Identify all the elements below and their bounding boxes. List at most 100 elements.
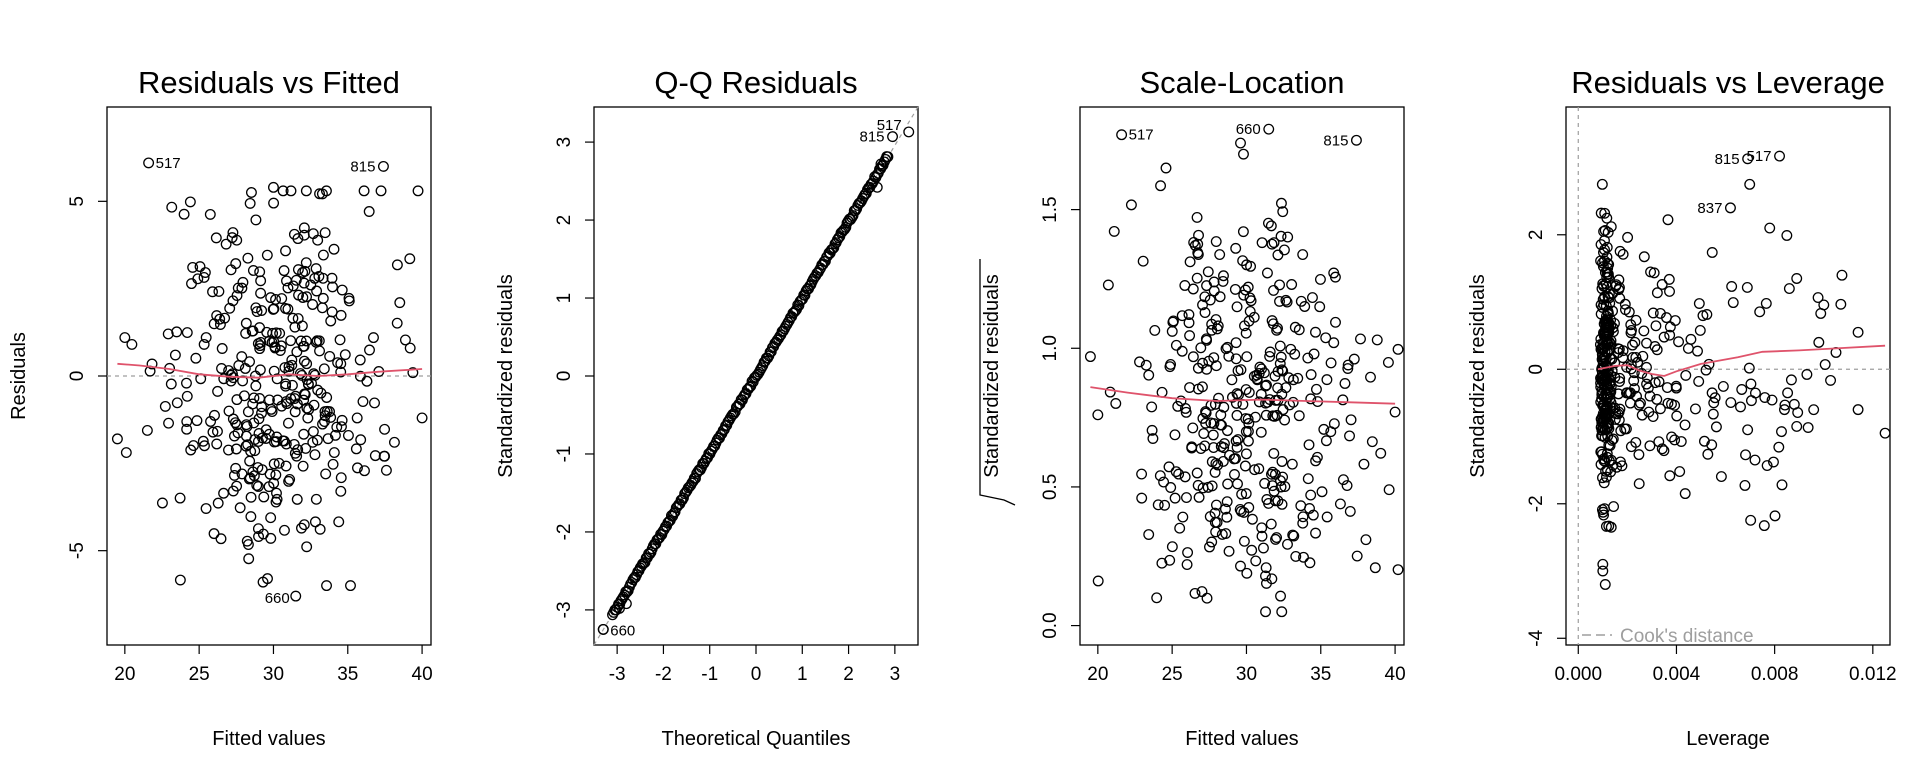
data-point: [1781, 230, 1793, 241]
data-point: [280, 380, 292, 392]
data-point: [200, 503, 212, 514]
data-point: [1292, 372, 1304, 384]
data-point: [1191, 272, 1203, 284]
data-point: [315, 387, 327, 399]
data-point: [1779, 399, 1791, 411]
data-point: [320, 468, 332, 480]
data-point: [1229, 469, 1240, 480]
data-point: [230, 443, 242, 455]
data-point: [1631, 390, 1642, 402]
points: [111, 157, 428, 602]
y-axis-label: Residuals: [8, 332, 30, 420]
data-point: [1261, 494, 1273, 505]
y-tick-label: 2: [554, 215, 575, 226]
data-point: [1271, 532, 1283, 543]
data-point: [364, 344, 375, 356]
data-point: [1249, 411, 1261, 423]
data-point: [335, 472, 347, 484]
data-point: [1597, 278, 1609, 290]
data-point: [1168, 315, 1179, 327]
data-point: [200, 332, 212, 343]
data-point: [1812, 292, 1824, 304]
data-point: [171, 397, 183, 409]
data-point: [1143, 529, 1155, 540]
data-point: [1201, 592, 1213, 604]
data-point: [1342, 363, 1354, 374]
data-point: [1193, 229, 1204, 241]
data-point: [1601, 422, 1613, 434]
data-point: [211, 310, 223, 322]
data-point: [1217, 455, 1229, 467]
data-point: [1272, 365, 1284, 377]
data-point: [369, 397, 380, 409]
data-point: [399, 334, 411, 346]
data-point: [218, 487, 230, 499]
data-point: [1599, 224, 1611, 236]
data-point: [1264, 350, 1276, 362]
data-point: [156, 497, 168, 509]
data-point: [300, 185, 312, 197]
data-point: [332, 357, 344, 369]
data-point: [1274, 358, 1286, 370]
data-point: [1189, 587, 1201, 599]
smooth-line: [117, 362, 423, 379]
data-point: [1277, 404, 1289, 416]
data-point: [256, 305, 268, 316]
data-point: [1136, 492, 1148, 504]
data-point: [1286, 458, 1298, 470]
data-point: [317, 418, 328, 430]
data-point: [1742, 153, 1754, 165]
y-tick-label: 0: [1526, 364, 1547, 375]
data-point: [1785, 374, 1797, 386]
data-point: [1647, 307, 1659, 319]
data-point: [274, 345, 286, 356]
data-point: [1246, 544, 1258, 556]
data-point: [1231, 301, 1243, 313]
data-point: [291, 398, 303, 410]
data-point: [1104, 386, 1116, 398]
data-point: [1693, 375, 1705, 387]
data-point: [1108, 225, 1120, 237]
data-point: [1318, 423, 1330, 435]
data-point: [1782, 387, 1794, 399]
data-point: [328, 447, 340, 459]
data-point: [1241, 567, 1253, 579]
data-point: [1599, 207, 1611, 219]
data-point: [361, 375, 373, 387]
data-point: [363, 206, 375, 217]
data-point: [1727, 297, 1739, 309]
data-point: [1155, 180, 1167, 192]
data-point: [236, 468, 248, 480]
data-point: [1599, 404, 1611, 415]
data-point: [1638, 325, 1650, 337]
data-point: [1275, 475, 1286, 487]
data-point: [1599, 292, 1611, 304]
data-point: [243, 553, 255, 565]
data-point: [1642, 382, 1654, 394]
data-point: [350, 443, 362, 455]
data-point: [237, 375, 249, 387]
data-point: [1275, 197, 1287, 209]
data-point: [1706, 387, 1718, 399]
data-point: [1169, 429, 1181, 441]
data-point: [1358, 458, 1370, 470]
data-point: [1320, 332, 1332, 344]
data-point: [1596, 363, 1608, 375]
data-point: [242, 439, 254, 451]
data-point: [1636, 409, 1648, 421]
data-point: [1596, 178, 1608, 190]
data-point: [271, 373, 283, 385]
data-point: [1744, 178, 1756, 190]
y-axis: -4 -2 0 2: [1526, 229, 1566, 647]
data-point: [1200, 407, 1212, 419]
data-point: [1260, 380, 1271, 392]
data-point: [300, 257, 312, 269]
data-point: [1151, 592, 1163, 604]
data-point: [159, 400, 171, 412]
data-point: [285, 335, 297, 347]
data-point: [887, 131, 898, 143]
data-point: [1371, 334, 1383, 346]
data-point: [1653, 376, 1665, 388]
data-point: [597, 623, 609, 635]
data-point: [1231, 441, 1243, 453]
